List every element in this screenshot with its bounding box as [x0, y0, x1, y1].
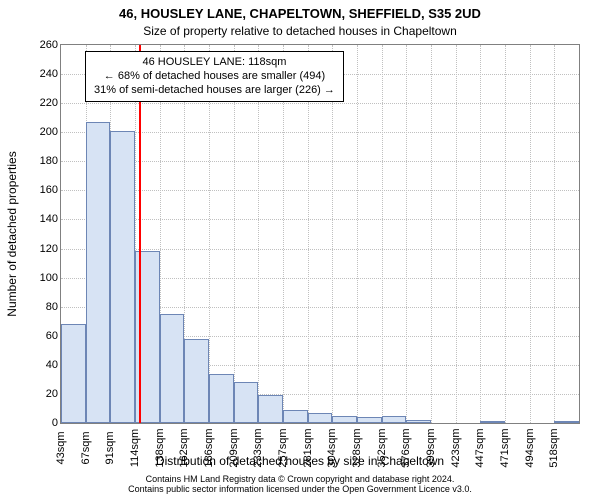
histogram-bar [234, 382, 259, 423]
histogram-bar [283, 410, 308, 423]
histogram-bar [258, 395, 283, 423]
annotation-line: 46 HOUSLEY LANE: 118sqm [94, 56, 335, 70]
histogram-bar [332, 416, 357, 423]
chart-container: 46, HOUSLEY LANE, CHAPELTOWN, SHEFFIELD,… [0, 0, 600, 500]
histogram-bar [480, 421, 505, 423]
gridline-v [456, 45, 457, 423]
footer-line-1: Contains HM Land Registry data © Crown c… [146, 474, 455, 484]
histogram-bar [382, 416, 407, 423]
histogram-bar [86, 122, 111, 423]
y-tick-label: 40 [18, 359, 58, 371]
footer-line-2: Contains public sector information licen… [128, 484, 472, 494]
y-tick-label: 60 [18, 330, 58, 342]
gridline-v [505, 45, 506, 423]
annotation-box: 46 HOUSLEY LANE: 118sqm← 68% of detached… [85, 51, 344, 102]
y-tick-label: 160 [18, 184, 58, 196]
y-tick-label: 220 [18, 97, 58, 109]
gridline-v [431, 45, 432, 423]
annotation-line: 31% of semi-detached houses are larger (… [94, 84, 335, 98]
y-tick-label: 80 [18, 301, 58, 313]
gridline-v [357, 45, 358, 423]
y-tick-label: 180 [18, 155, 58, 167]
gridline-v [554, 45, 555, 423]
histogram-bar [160, 314, 185, 423]
y-axis-label: Number of detached properties [5, 151, 19, 316]
x-axis-label: Distribution of detached houses by size … [0, 454, 600, 468]
y-tick-label: 140 [18, 213, 58, 225]
histogram-bar [554, 421, 579, 423]
gridline-v [406, 45, 407, 423]
y-tick-label: 120 [18, 243, 58, 255]
y-tick-label: 260 [18, 39, 58, 51]
histogram-bar [209, 374, 234, 423]
histogram-bar [308, 413, 333, 423]
y-tick-label: 20 [18, 388, 58, 400]
chart-subtitle: Size of property relative to detached ho… [0, 24, 600, 38]
y-tick-label: 240 [18, 68, 58, 80]
y-tick-label: 0 [18, 417, 58, 429]
histogram-bar [357, 417, 382, 423]
gridline-v [530, 45, 531, 423]
histogram-bar [110, 131, 135, 423]
histogram-bar [61, 324, 86, 423]
annotation-line: ← 68% of detached houses are smaller (49… [94, 70, 335, 84]
y-tick-label: 100 [18, 272, 58, 284]
chart-title: 46, HOUSLEY LANE, CHAPELTOWN, SHEFFIELD,… [0, 6, 600, 21]
histogram-bar [184, 339, 209, 423]
gridline-v [480, 45, 481, 423]
plot-area: 46 HOUSLEY LANE: 118sqm← 68% of detached… [60, 44, 580, 424]
histogram-bar [406, 420, 431, 423]
footer-credits: Contains HM Land Registry data © Crown c… [0, 474, 600, 495]
y-tick-label: 200 [18, 126, 58, 138]
gridline-v [382, 45, 383, 423]
